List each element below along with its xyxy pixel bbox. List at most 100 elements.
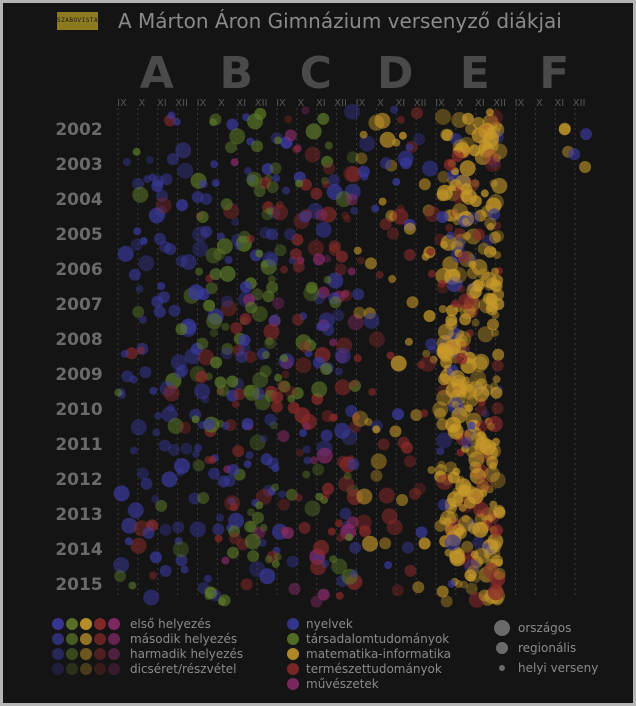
point-B-2005 — [231, 217, 240, 226]
legend-swatch-3-1 — [66, 663, 78, 675]
point-B-2011 — [194, 444, 203, 452]
class-label-C: C — [300, 48, 332, 99]
point-D-2002 — [374, 112, 391, 129]
point-D-2012 — [356, 488, 373, 505]
point-C-2015 — [350, 569, 359, 578]
point-D-2002 — [359, 135, 376, 152]
competition-points — [113, 103, 593, 608]
point-B-2014 — [244, 533, 261, 550]
point-B-2006 — [209, 268, 222, 281]
legend-category-label: nyelvek — [306, 617, 353, 631]
point-A-2004 — [160, 173, 173, 186]
legend-swatch-1-2 — [80, 633, 92, 645]
point-E-2005 — [486, 222, 495, 231]
point-B-2010 — [264, 413, 277, 426]
point-B-2008 — [264, 337, 277, 350]
point-E-2011 — [436, 447, 445, 456]
point-D-2006 — [356, 256, 365, 265]
grade-label-A-XI: XI — [157, 98, 167, 109]
legend-swatch-3-3 — [94, 663, 106, 675]
point-E-2010 — [465, 404, 474, 413]
point-E-2005 — [484, 217, 497, 230]
point-E-2013 — [434, 519, 447, 532]
point-A-2004 — [132, 186, 149, 203]
point-B-2006 — [224, 255, 233, 264]
point-A-2008 — [125, 347, 138, 360]
point-E-2010 — [451, 407, 468, 424]
point-D-2006 — [364, 257, 377, 270]
point-C-2010 — [287, 394, 296, 403]
point-C-2008 — [329, 338, 338, 347]
point-A-2015 — [128, 581, 137, 590]
point-B-2015 — [259, 568, 276, 585]
year-label-2015: 2015 — [55, 575, 102, 595]
point-C-2006 — [347, 267, 356, 276]
point-B-2008 — [220, 347, 233, 360]
point-D-2009 — [419, 355, 436, 372]
point-B-2008 — [238, 334, 251, 347]
point-E-2004 — [450, 209, 459, 217]
point-C-2006 — [289, 248, 302, 261]
point-B-2006 — [265, 253, 278, 266]
point-D-2008 — [425, 338, 438, 351]
point-C-2002 — [301, 106, 310, 115]
point-A-2014 — [113, 557, 130, 573]
point-E-2015 — [447, 579, 456, 588]
class-label-E: E — [460, 48, 490, 99]
point-E-2007 — [466, 283, 483, 299]
point-D-2002 — [398, 131, 407, 140]
point-A-2012 — [136, 467, 149, 480]
point-A-2009 — [176, 364, 189, 377]
class-label-D: D — [377, 48, 414, 99]
point-B-2015 — [240, 578, 253, 591]
point-B-2014 — [189, 521, 206, 538]
point-C-2003 — [304, 146, 321, 163]
legend-swatch-3-4 — [108, 663, 120, 675]
point-E-2013 — [463, 496, 476, 509]
grade-label-B-XII: XII — [255, 98, 268, 109]
legend-swatch-2-1 — [66, 648, 78, 660]
point-A-2011 — [180, 442, 193, 455]
point-A-2006 — [180, 254, 197, 270]
legend-category-label: művészetek — [306, 677, 379, 691]
point-B-2007 — [266, 281, 279, 294]
point-C-2002 — [305, 123, 322, 140]
point-E-2013 — [437, 498, 450, 511]
point-A-2007 — [168, 304, 181, 317]
point-A-2011 — [129, 446, 138, 455]
point-E-2003 — [493, 154, 502, 163]
point-C-2007 — [303, 285, 320, 302]
year-label-2010: 2010 — [55, 400, 102, 420]
point-E-2008 — [491, 328, 499, 337]
point-B-2014 — [229, 532, 241, 545]
point-D-2009 — [417, 360, 425, 369]
point-C-2011 — [277, 430, 290, 443]
grade-label-D-IX: IX — [356, 98, 366, 109]
point-B-2004 — [220, 198, 233, 211]
point-B-2005 — [192, 241, 209, 257]
grade-label-F-X: X — [536, 98, 543, 109]
point-B-2003 — [225, 141, 237, 154]
point-E-2005 — [453, 228, 466, 241]
point-B-2003 — [247, 174, 256, 183]
point-E-2008 — [466, 329, 474, 338]
point-A-2005 — [154, 232, 166, 245]
point-A-2004 — [148, 207, 165, 224]
legend-category-swatch — [287, 618, 299, 630]
point-B-2013 — [244, 520, 257, 533]
point-A-2015 — [159, 564, 172, 577]
point-D-2009 — [368, 387, 377, 396]
point-E-2013 — [447, 491, 463, 508]
point-D-2007 — [352, 288, 365, 301]
point-E-2009 — [438, 373, 451, 386]
point-B-2009 — [235, 351, 248, 363]
point-D-2003 — [380, 157, 392, 170]
point-C-2006 — [312, 253, 325, 266]
point-A-2015 — [149, 571, 157, 580]
point-A-2003 — [175, 142, 192, 159]
point-A-2012 — [161, 471, 178, 488]
point-B-2005 — [216, 238, 233, 255]
year-label-2009: 2009 — [55, 365, 102, 385]
